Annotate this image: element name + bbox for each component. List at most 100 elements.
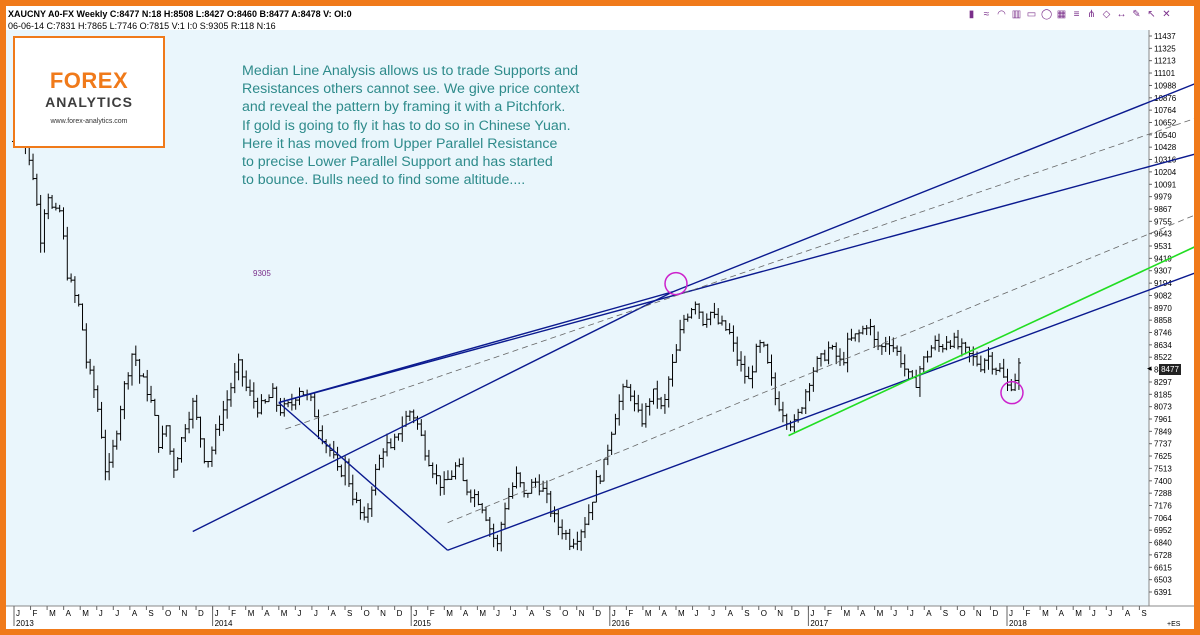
- y-tick-label: 11437: [1154, 32, 1176, 41]
- x-month-label: S: [744, 609, 749, 618]
- x-year-label: 2016: [612, 619, 630, 628]
- x-month-label: M: [281, 609, 288, 618]
- y-tick-label: 8970: [1154, 304, 1172, 313]
- y-tick-label: 7288: [1154, 489, 1172, 498]
- y-tick-label: 7625: [1154, 452, 1172, 461]
- close-icon[interactable]: ✕: [1162, 9, 1171, 20]
- x-month-label: J: [314, 609, 318, 618]
- y-tick-label: 7176: [1154, 502, 1172, 511]
- x-month-label: S: [546, 609, 551, 618]
- y-tick-label: 6615: [1154, 563, 1172, 572]
- y-tick-label: 11101: [1154, 69, 1176, 78]
- price-chart[interactable]: 11437 11325 11213 11101 10988 10876 10764 10652…: [6, 6, 1194, 629]
- x-month-label: A: [264, 609, 270, 618]
- y-tick-label: 10091: [1154, 180, 1177, 189]
- x-end-label: +ES: [1167, 621, 1181, 628]
- arrows-icon[interactable]: ↔: [1116, 9, 1127, 20]
- grid-icon[interactable]: ▦: [1056, 9, 1067, 20]
- eraser-icon[interactable]: ▭: [1026, 9, 1037, 20]
- x-month-label: D: [595, 609, 601, 618]
- y-tick-label: 6840: [1154, 539, 1172, 548]
- x-year-label: 2017: [810, 619, 828, 628]
- cursor-icon[interactable]: ↖: [1147, 9, 1156, 20]
- x-month-label: O: [761, 609, 767, 618]
- annotation-line: and reveal the pattern by framing it wit…: [242, 99, 566, 116]
- bar-icon[interactable]: ▥: [1011, 9, 1022, 20]
- x-month-label: M: [479, 609, 486, 618]
- x-month-label: A: [66, 609, 72, 618]
- x-month-label: N: [777, 609, 783, 618]
- x-month-label: J: [1009, 609, 1013, 618]
- x-month-label: M: [82, 609, 89, 618]
- x-month-label: A: [661, 609, 667, 618]
- y-tick-label: 8185: [1154, 390, 1172, 399]
- y-tick-label: 10428: [1154, 143, 1177, 152]
- x-month-label: O: [562, 609, 568, 618]
- chart-header: XAUCNY A0-FX Weekly C:8477 N:18 H:8508 L…: [6, 6, 1194, 31]
- pitchfork-lower-parallel: [447, 272, 1194, 551]
- y-tick-label: 8073: [1154, 403, 1172, 412]
- x-month-label: J: [1092, 609, 1096, 618]
- pitchfork-icon[interactable]: ⋔: [1087, 9, 1096, 20]
- x-month-label: J: [496, 609, 500, 618]
- x-year-label: 2013: [16, 619, 34, 628]
- chart-frame: 11437 11325 11213 11101 10988 10876 10764 10652…: [6, 6, 1194, 629]
- x-month-label: N: [380, 609, 386, 618]
- x-month-label: A: [728, 609, 734, 618]
- y-tick-label: 6952: [1154, 526, 1172, 535]
- annotation-line: If gold is going to fly it has to do so …: [242, 117, 571, 134]
- x-month-label: A: [529, 609, 535, 618]
- x-month-label: S: [943, 609, 948, 618]
- x-month-label: D: [198, 609, 204, 618]
- x-month-label: M: [446, 609, 453, 618]
- handle-to-upper: [278, 291, 673, 404]
- x-month-label: M: [844, 609, 851, 618]
- lines-icon[interactable]: ≡: [1073, 9, 1080, 20]
- y-tick-label: 6391: [1154, 588, 1172, 597]
- x-month-label: J: [297, 609, 301, 618]
- y-tick-label: 8746: [1154, 329, 1172, 338]
- x-month-label: D: [397, 609, 403, 618]
- last-price-arrow-icon: ◂: [1147, 363, 1152, 373]
- shapes-icon[interactable]: ◇: [1102, 9, 1111, 20]
- x-month-label: D: [992, 609, 998, 618]
- candles-icon[interactable]: ▮: [968, 9, 975, 20]
- x-month-label: S: [347, 609, 352, 618]
- y-tick-label: 7849: [1154, 427, 1172, 436]
- green-parallel: [788, 246, 1194, 437]
- y-tick-label: 9979: [1154, 193, 1172, 202]
- x-month-label: J: [893, 609, 897, 618]
- y-tick-label: 10876: [1154, 94, 1177, 103]
- rainbow-icon[interactable]: ◠: [997, 9, 1006, 20]
- x-month-label: M: [1075, 609, 1082, 618]
- x-month-label: J: [115, 609, 119, 618]
- x-month-label: M: [645, 609, 652, 618]
- y-tick-label: 9194: [1154, 279, 1172, 288]
- top-circle: [664, 271, 688, 296]
- x-year-label: 2015: [413, 619, 431, 628]
- circle-icon[interactable]: ◯: [1041, 9, 1053, 20]
- x-month-label: M: [678, 609, 685, 618]
- y-tick-label: 10316: [1154, 156, 1177, 165]
- x-month-label: A: [132, 609, 138, 618]
- x-month-label: A: [1125, 609, 1131, 618]
- x-month-label: O: [165, 609, 171, 618]
- x-month-label: A: [463, 609, 469, 618]
- waves-icon[interactable]: ≈: [983, 9, 990, 20]
- x-month-label: M: [1042, 609, 1049, 618]
- forex-analytics-logo: FOREX ANALYTICS www.forex-analytics.com: [13, 36, 165, 148]
- y-tick-label: 6503: [1154, 576, 1172, 585]
- y-tick-label: 9755: [1154, 217, 1172, 226]
- annotation-line: to bounce. Bulls need to find some altit…: [242, 172, 526, 189]
- y-tick-label: 9643: [1154, 230, 1172, 239]
- x-month-label: J: [910, 609, 914, 618]
- x-month-label: J: [1108, 609, 1112, 618]
- x-month-label: A: [860, 609, 866, 618]
- y-tick-label: 10764: [1154, 106, 1177, 115]
- x-month-label: N: [579, 609, 585, 618]
- x-month-label: O: [364, 609, 370, 618]
- y-tick-label: 7961: [1154, 415, 1172, 424]
- brush-icon[interactable]: ✎: [1132, 9, 1141, 20]
- y-tick-label: 9419: [1154, 254, 1172, 263]
- x-month-label: O: [959, 609, 965, 618]
